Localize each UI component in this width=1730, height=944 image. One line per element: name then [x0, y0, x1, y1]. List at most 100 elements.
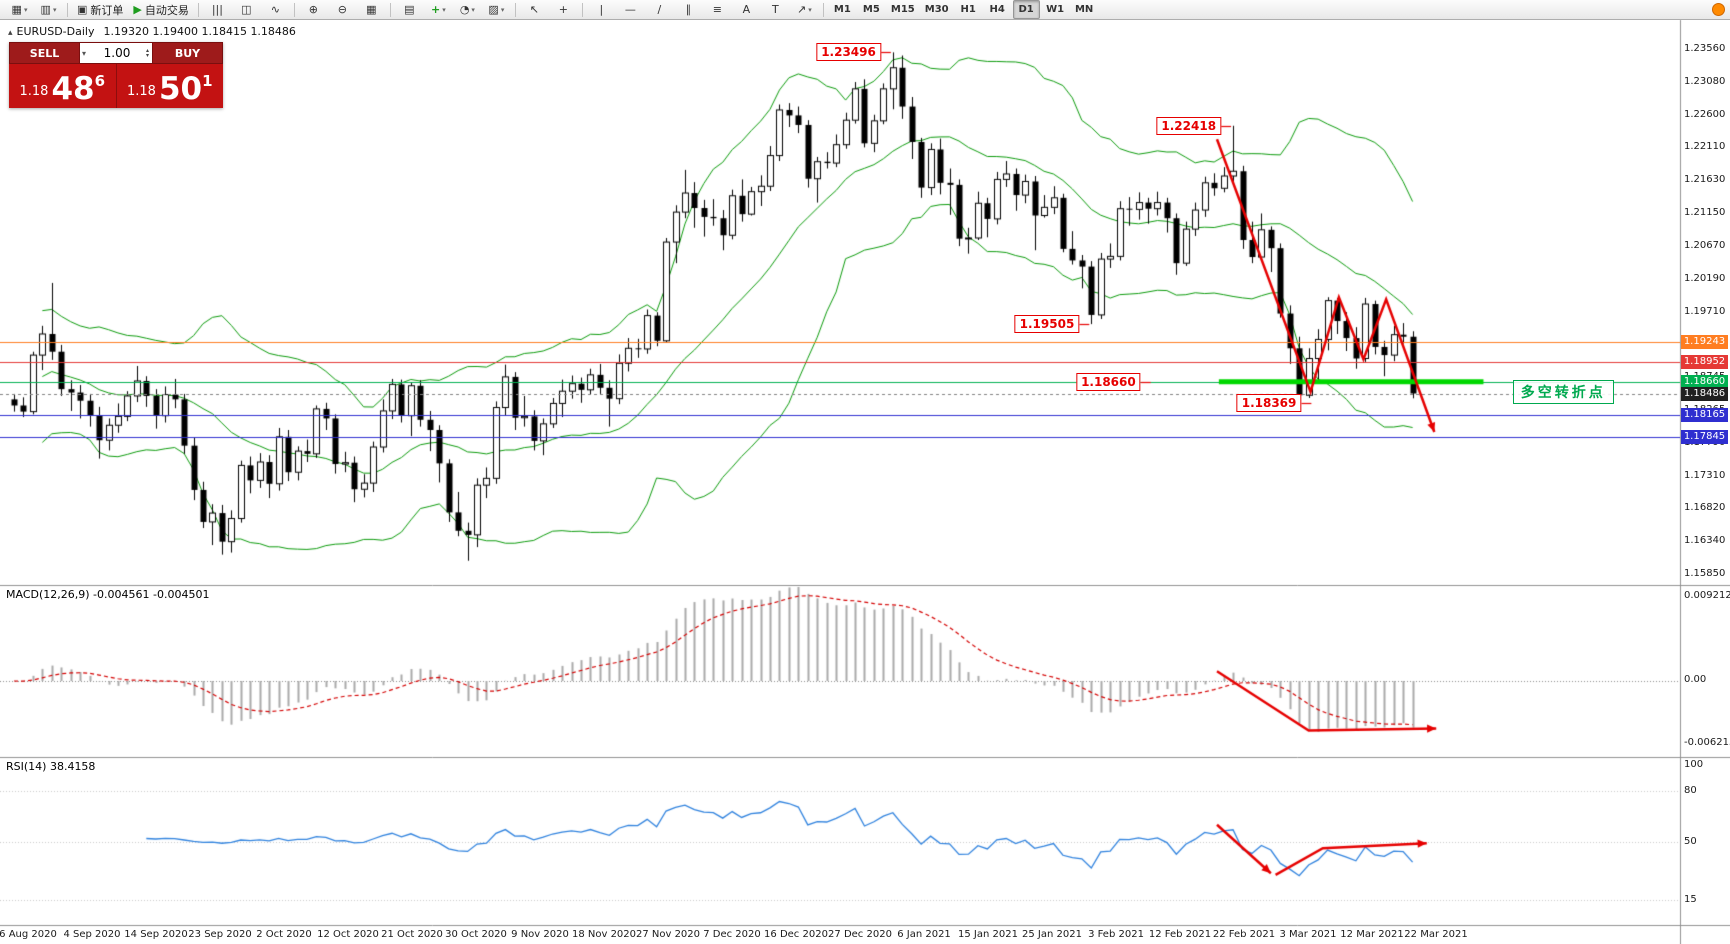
timeframe-w1-button[interactable]: W1 — [1046, 4, 1065, 15]
macd-scale-label: 0.00 — [1684, 674, 1707, 685]
chart-profiles-button[interactable]: ▥ ▾ — [35, 0, 62, 19]
price-scale-label: 1.20190 — [1684, 272, 1726, 284]
tile-windows-button[interactable]: ▦ — [358, 0, 385, 19]
time-scale-label: 22 Mar 2021 — [1404, 929, 1468, 940]
timeframe-m5-button[interactable]: M5 — [862, 4, 880, 15]
sell-price-button[interactable]: 1.18 48 6 — [9, 64, 116, 108]
timeframe-m30-button[interactable]: M30 — [924, 4, 949, 15]
arrow-objects-button[interactable]: ↗ ▾ — [791, 0, 818, 19]
time-scale-label: 22 Feb 2021 — [1212, 929, 1276, 940]
auto-trading-icon: ▶ — [133, 3, 142, 16]
label-button[interactable]: T — [762, 0, 789, 19]
price-scale-label: 1.17310 — [1684, 469, 1726, 481]
volume-input[interactable]: 1.00 — [103, 46, 131, 60]
new-order-icon: ▣ — [77, 3, 88, 16]
horizontal-line-icon: — — [624, 3, 636, 16]
toolbar-separator — [293, 2, 295, 17]
channel-button[interactable]: ∥ — [675, 0, 702, 19]
timeframe-d1-button[interactable]: D1 — [1012, 0, 1040, 19]
time-scale-label: 6 Aug 2020 — [0, 929, 57, 940]
time-scale-label: 16 Dec 2020 — [764, 929, 828, 940]
buy-price-button[interactable]: 1.18 50 1 — [117, 64, 224, 108]
volume-spinner[interactable]: ▴ ▾ — [145, 47, 152, 59]
buy-button[interactable]: BUY — [152, 42, 223, 64]
price-callout[interactable]: 1.19505 — [1014, 315, 1080, 334]
auto-trading-button[interactable]: ▶ 自动交易 — [129, 0, 192, 19]
sell-price-head: 1.18 — [19, 84, 49, 99]
arrange-windows-button[interactable]: ▤ — [396, 0, 423, 19]
toolbar-separator — [822, 2, 824, 17]
toolbar: ▦ ▾ ▥ ▾ ▣ 新订单 ▶ 自动交易 ||| ◫ ∿ ⊕ ⊖ ▦ ▤ + ▾ ◔ ▾ ▨ ▾ ↖ + | — ∕ ∥ ≡ A T ↗ ▾ M… — [0, 0, 1730, 20]
timeframe-h4-button[interactable]: H4 — [989, 4, 1005, 15]
cursor-button[interactable]: ↖ — [521, 0, 548, 19]
terminal-window-button[interactable]: ▦ ▾ — [6, 0, 33, 19]
ohlc-readout: 1.19320 1.19400 1.18415 1.18486 — [103, 25, 296, 38]
price-tag: 1.18952 — [1681, 354, 1728, 369]
trendline-button[interactable]: ∕ — [646, 0, 673, 19]
periods-button[interactable]: ◔ ▾ — [454, 0, 481, 19]
chevron-down-icon: ▾ — [23, 5, 28, 14]
candlestick-chart-button[interactable]: ◫ — [233, 0, 260, 19]
timeframe-h1-button[interactable]: H1 — [960, 4, 976, 15]
rsi-scale-label: 100 — [1684, 759, 1704, 770]
timeframe-m1-button[interactable]: M1 — [833, 4, 851, 15]
chevron-down-icon: ▾ — [500, 5, 505, 14]
price-scale-label: 1.22600 — [1684, 108, 1726, 120]
templates-button[interactable]: ▨ ▾ — [483, 0, 510, 19]
macd-label: MACD(12,26,9) -0.004561 -0.004501 — [6, 588, 210, 601]
symbol-period-label: EURUSD-Daily — [16, 25, 95, 38]
timeframe-mn-button[interactable]: MN — [1074, 4, 1094, 15]
time-scale-label: 12 Mar 2021 — [1340, 929, 1404, 940]
crosshair-button[interactable]: + — [550, 0, 577, 19]
indicators-button[interactable]: + ▾ — [425, 0, 452, 19]
pivot-annotation[interactable]: 多空转折点 — [1512, 379, 1614, 404]
bar-chart-button[interactable]: ||| — [204, 0, 231, 19]
chart-title: ▴ EURUSD-Daily 1.19320 1.19400 1.18415 1.1… — [8, 25, 296, 38]
price-callout[interactable]: 1.18369 — [1236, 393, 1302, 412]
new-order-button[interactable]: ▣ 新订单 — [73, 0, 127, 19]
rsi-scale-label: 15 — [1684, 893, 1697, 905]
zoom-out-icon: ⊖ — [337, 3, 347, 16]
chevron-down-icon: ▾ — [808, 5, 812, 14]
zoom-out-button[interactable]: ⊖ — [329, 0, 356, 19]
line-chart-button[interactable]: ∿ — [262, 0, 289, 19]
vertical-line-button[interactable]: | — [588, 0, 615, 19]
arrange-windows-icon: ▤ — [404, 3, 415, 16]
alert-icon[interactable] — [1712, 3, 1725, 16]
text-icon: A — [742, 3, 751, 16]
price-tag: 1.19243 — [1681, 334, 1728, 349]
sell-button[interactable]: SELL — [9, 42, 80, 64]
time-scale-label: 27 Dec 2020 — [828, 929, 892, 940]
fibonacci-button[interactable]: ≡ — [704, 0, 731, 19]
volume-down-icon[interactable]: ▾ — [145, 52, 149, 59]
add-indicator-icon: + — [431, 3, 441, 16]
price-callout[interactable]: 1.22418 — [1156, 116, 1222, 135]
price-scale-label: 1.21150 — [1684, 207, 1726, 219]
price-scale-label: 1.22110 — [1684, 141, 1726, 153]
price-scale-label: 1.16340 — [1684, 535, 1726, 547]
price-callout[interactable]: 1.23496 — [816, 43, 881, 62]
time-scale-label: 14 Sep 2020 — [124, 929, 188, 940]
horizontal-line-button[interactable]: — — [617, 0, 644, 19]
time-scale-label: 15 Jan 2021 — [958, 929, 1018, 940]
time-scale-label: 3 Mar 2021 — [1279, 929, 1337, 940]
rsi-scale-label: 50 — [1684, 835, 1697, 847]
zoom-in-button[interactable]: ⊕ — [300, 0, 327, 19]
toolbar-separator — [67, 2, 68, 17]
time-scale-label: 18 Nov 2020 — [571, 929, 637, 940]
price-tag: 1.18486 — [1681, 386, 1728, 401]
text-button[interactable]: A — [733, 0, 760, 19]
volume-up-icon[interactable]: ▴ — [145, 47, 149, 54]
price-callout[interactable]: 1.18660 — [1076, 372, 1141, 391]
time-scale-label: 25 Jan 2021 — [1022, 929, 1082, 940]
macd-scale-label: 0.009212 — [1684, 590, 1730, 601]
timeframe-m15-button[interactable]: M15 — [890, 4, 915, 15]
volume-dropdown-icon[interactable]: ▾ — [82, 48, 87, 58]
bar-chart-icon: ||| — [211, 3, 223, 16]
tile-windows-icon: ▦ — [366, 3, 377, 16]
collapse-panel-icon[interactable]: ▴ — [8, 28, 13, 38]
price-tag: 1.18165 — [1681, 408, 1728, 423]
chevron-down-icon: ▾ — [471, 5, 475, 14]
buy-price-big: 50 — [158, 71, 203, 107]
